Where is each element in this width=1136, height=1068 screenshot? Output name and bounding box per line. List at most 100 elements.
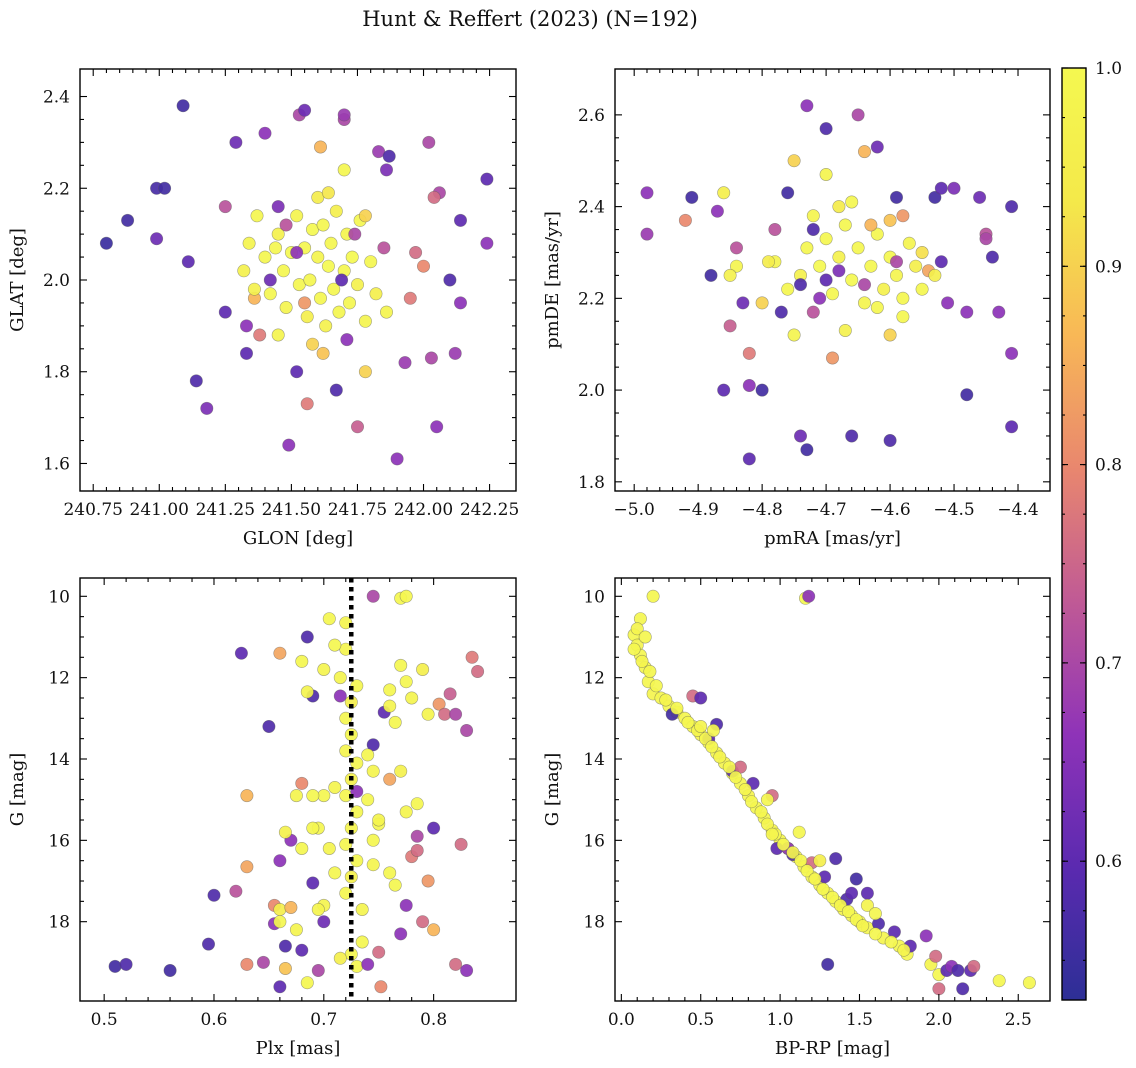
colorbar-tick-label: 1.0 — [1095, 59, 1122, 79]
data-point — [1005, 200, 1019, 214]
data-point — [119, 957, 133, 971]
data-point — [390, 452, 404, 466]
data-point — [398, 356, 412, 370]
panel-sky-position: 240.75 241.00 241.25 241.50 241.75 242.00 242.… — [7, 68, 519, 549]
data-point — [449, 707, 463, 721]
data-point — [300, 397, 314, 411]
data-point — [640, 227, 654, 241]
data-point — [960, 388, 974, 402]
data-point — [744, 795, 758, 809]
x-tick-label: 1.0 — [767, 1010, 794, 1030]
data-point — [358, 209, 372, 223]
data-point — [372, 945, 386, 959]
x-tick-label: −4.8 — [741, 500, 782, 520]
data-point — [929, 949, 943, 963]
data-point — [339, 616, 353, 630]
data-point — [851, 241, 865, 255]
y-tick-label: 18 — [48, 913, 70, 933]
x-tick-label: −4.7 — [805, 500, 846, 520]
data-point — [422, 135, 436, 149]
data-point — [947, 181, 961, 195]
data-point — [813, 854, 827, 868]
data-point — [985, 250, 999, 264]
data-point — [207, 888, 221, 902]
y-tick-label: 2.4 — [578, 198, 605, 218]
data-point — [919, 929, 933, 943]
x-tick-label: 242.25 — [460, 500, 519, 520]
x-tick-label: −4.4 — [997, 500, 1038, 520]
data-point — [317, 789, 331, 803]
data-point — [819, 122, 833, 136]
data-point — [819, 273, 833, 287]
data-point — [305, 337, 319, 351]
data-point — [868, 907, 882, 921]
data-point — [377, 241, 391, 255]
data-point — [176, 99, 190, 113]
data-point — [800, 241, 814, 255]
data-point — [453, 213, 467, 227]
data-point — [857, 145, 871, 159]
data-point — [399, 898, 413, 912]
data-point — [350, 805, 364, 819]
data-point — [258, 250, 272, 264]
x-tick-label: 0.5 — [687, 1010, 714, 1030]
data-point — [685, 190, 699, 204]
data-point — [273, 854, 287, 868]
data-point — [268, 241, 282, 255]
data-point — [896, 209, 910, 223]
data-point — [303, 273, 317, 287]
data-point — [845, 886, 859, 900]
data-point — [121, 213, 135, 227]
data-point — [361, 957, 375, 971]
data-point — [306, 789, 320, 803]
data-point — [311, 963, 325, 977]
data-point — [932, 982, 946, 996]
data-point — [902, 236, 916, 250]
data-point — [306, 876, 320, 890]
data-point — [678, 213, 692, 227]
data-point — [332, 305, 346, 319]
data-point — [738, 782, 752, 796]
x-tick-label: −4.5 — [933, 500, 974, 520]
data-point — [717, 383, 731, 397]
data-point — [424, 351, 438, 365]
data-point — [416, 662, 430, 676]
data-point — [410, 843, 424, 857]
data-point — [838, 323, 852, 337]
data-point — [480, 172, 494, 186]
data-point — [706, 723, 720, 737]
data-point — [723, 319, 737, 333]
data-point — [361, 748, 375, 762]
data-point — [819, 232, 833, 246]
data-point — [289, 789, 303, 803]
data-point — [857, 296, 871, 310]
y-tick-label: 2.2 — [43, 179, 70, 199]
data-point — [369, 287, 383, 301]
data-point — [742, 346, 756, 360]
data-point — [992, 974, 1006, 988]
data-point — [736, 296, 750, 310]
data-point — [845, 195, 859, 209]
data-point — [345, 250, 359, 264]
data-point — [273, 646, 287, 660]
axes-frame — [614, 577, 1051, 1002]
data-point — [781, 282, 795, 296]
colorbar-tick-label: 0.7 — [1095, 654, 1122, 674]
data-point — [295, 654, 309, 668]
data-point — [258, 126, 272, 140]
data-point — [825, 351, 839, 365]
data-point — [806, 209, 820, 223]
data-point — [800, 99, 814, 113]
data-point — [845, 273, 859, 287]
data-point — [889, 190, 903, 204]
data-point — [681, 715, 695, 729]
data-point — [388, 715, 402, 729]
data-point — [350, 756, 364, 770]
data-point — [322, 612, 336, 626]
data-point — [234, 646, 248, 660]
data-point — [829, 852, 843, 866]
data-point — [870, 140, 884, 154]
data-point — [793, 278, 807, 292]
data-point — [311, 902, 325, 916]
data-point — [262, 719, 276, 733]
